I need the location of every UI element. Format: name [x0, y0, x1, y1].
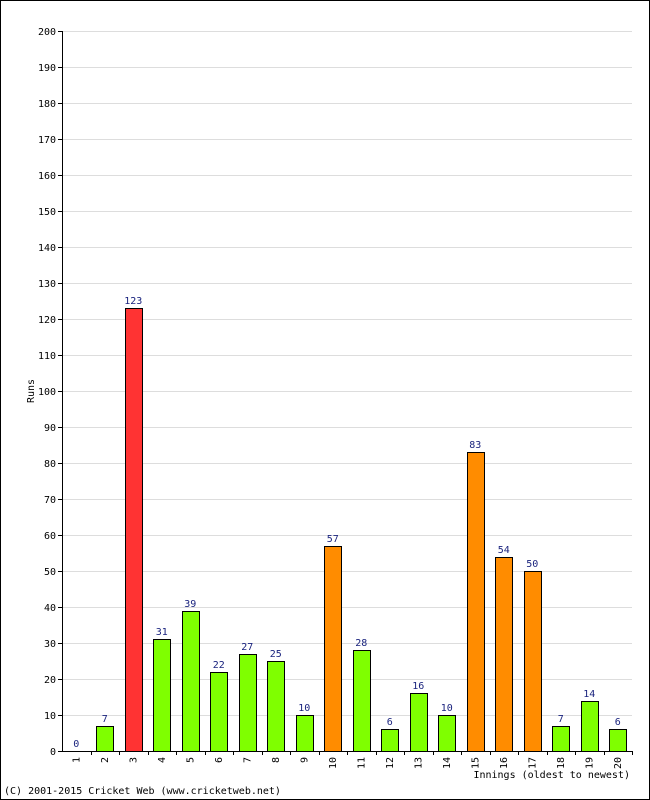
bar-value-label-7: 27	[241, 642, 253, 653]
bar-value-label-14: 10	[441, 703, 453, 714]
bar-value-label-3: 123	[124, 296, 142, 307]
y-tick-label-0: 0	[50, 747, 56, 758]
x-axis-ticks: 1 2 3 4 5 6 7 8 9 10 11 12 13 14 15 16 17 18 19 20	[71, 751, 633, 769]
bar-innings-14	[438, 715, 456, 752]
y-tick-label-150: 150	[38, 207, 56, 218]
bar-value-label-13: 16	[412, 681, 424, 692]
x-tick-label-9: 9	[299, 757, 310, 763]
bar-value-label-5: 39	[184, 599, 196, 610]
y-tick-label-130: 130	[38, 279, 56, 290]
bar-innings-11	[353, 650, 371, 752]
x-tick-label-2: 2	[100, 757, 111, 763]
x-tick-label-3: 3	[128, 757, 139, 763]
x-tick-label-16: 16	[499, 757, 510, 769]
bar-innings-18	[552, 726, 570, 752]
bar-innings-10	[324, 546, 342, 752]
y-tick-label-160: 160	[38, 171, 56, 182]
x-tick-label-18: 18	[556, 757, 567, 769]
bar-value-label-9: 10	[298, 703, 310, 714]
bar-innings-2	[96, 726, 114, 752]
bar-innings-13	[410, 693, 428, 752]
x-tick-label-20: 20	[613, 757, 624, 769]
bar-value-label-15: 83	[469, 440, 481, 451]
bar-value-label-19: 14	[583, 689, 595, 700]
y-tick-label-190: 190	[38, 63, 56, 74]
x-axis-title: Innings (oldest to newest)	[473, 770, 630, 781]
bar-value-label-16: 54	[498, 545, 510, 556]
bar-innings-5	[182, 611, 200, 752]
bar-value-label-11: 28	[355, 638, 367, 649]
bar-innings-19	[581, 701, 599, 752]
bar-value-label-20: 6	[615, 717, 621, 728]
y-tick-label-140: 140	[38, 243, 56, 254]
x-tick-label-15: 15	[470, 757, 481, 769]
x-tick-label-19: 19	[584, 757, 595, 769]
bar-innings-6	[210, 672, 228, 752]
copyright-footer: (C) 2001-2015 Cricket Web (www.cricketwe…	[4, 786, 281, 797]
bar-innings-15	[467, 452, 485, 752]
y-tick-label-200: 200	[38, 27, 56, 38]
bar-innings-16	[495, 557, 513, 752]
y-tick-label-30: 30	[44, 639, 56, 650]
bar-innings-8	[267, 661, 285, 752]
bar-value-label-8: 25	[270, 649, 282, 660]
bar-value-label-17: 50	[526, 559, 538, 570]
bar-innings-17	[524, 571, 542, 752]
bar-value-label-2: 7	[102, 714, 108, 725]
bar-value-label-1: 0	[73, 739, 79, 750]
gridlines	[62, 31, 632, 716]
bar-value-label-18: 7	[558, 714, 564, 725]
y-tick-label-170: 170	[38, 135, 56, 146]
x-tick-label-6: 6	[214, 757, 225, 763]
y-tick-label-120: 120	[38, 315, 56, 326]
x-tick-label-11: 11	[356, 757, 367, 769]
y-tick-label-40: 40	[44, 603, 56, 614]
x-tick-label-12: 12	[385, 757, 396, 769]
y-tick-label-10: 10	[44, 711, 56, 722]
y-tick-label-180: 180	[38, 99, 56, 110]
y-tick-label-90: 90	[44, 423, 56, 434]
x-tick-label-13: 13	[413, 757, 424, 769]
x-tick-label-14: 14	[442, 757, 453, 769]
bars: 0 7 123 31 39 22 27 25 10 57 28 6 16 10 83 54 50 7 14 6	[73, 296, 627, 752]
bar-innings-12	[381, 729, 399, 752]
bar-value-label-10: 57	[327, 534, 339, 545]
x-tick-label-4: 4	[157, 757, 168, 763]
x-tick-label-8: 8	[271, 757, 282, 763]
y-tick-label-110: 110	[38, 351, 56, 362]
bar-innings-20	[609, 729, 627, 752]
bar-innings-7	[239, 654, 257, 752]
y-axis-ticks: 0 10 20 30 40 50 60 70 80 90 100 110 120 130 140 150 160…	[38, 27, 62, 758]
bar-innings-9	[296, 715, 314, 752]
bar-innings-4	[153, 639, 171, 752]
x-tick-label-5: 5	[185, 757, 196, 763]
y-tick-label-70: 70	[44, 495, 56, 506]
bar-value-label-12: 6	[387, 717, 393, 728]
x-tick-label-10: 10	[328, 757, 339, 769]
bar-value-label-6: 22	[213, 660, 225, 671]
x-tick-label-17: 17	[527, 757, 538, 769]
x-tick-label-7: 7	[242, 757, 253, 763]
y-axis-title: Runs	[26, 379, 37, 403]
x-tick-label-1: 1	[71, 757, 82, 763]
y-tick-label-80: 80	[44, 459, 56, 470]
bar-innings-3	[125, 308, 143, 752]
y-tick-label-100: 100	[38, 387, 56, 398]
y-tick-label-60: 60	[44, 531, 56, 542]
y-tick-label-20: 20	[44, 675, 56, 686]
y-tick-label-50: 50	[44, 567, 56, 578]
bar-value-label-4: 31	[156, 627, 168, 638]
